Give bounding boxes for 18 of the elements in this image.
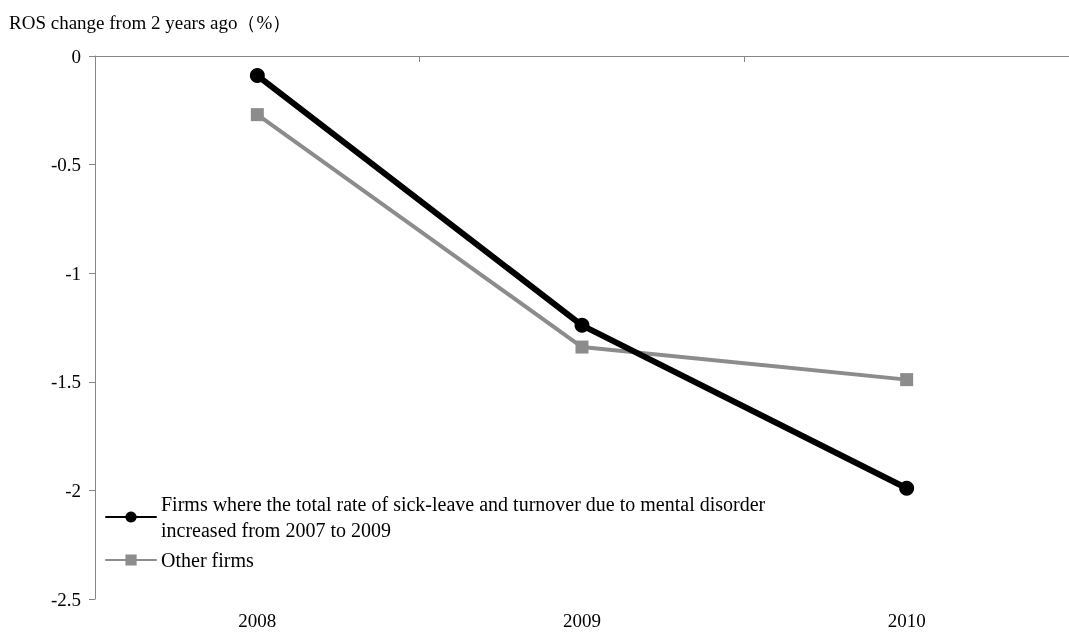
y-tick-label: -1.5: [50, 371, 81, 393]
point: [574, 317, 590, 333]
y-tick-label: -0.5: [50, 154, 81, 176]
x-tick-label: 2008: [238, 610, 277, 631]
y-tick-label: -2: [65, 479, 81, 501]
y-tick-label: -2.5: [50, 588, 81, 610]
point: [250, 108, 264, 122]
y-axis-title: ROS change from 2 years ago（%）: [9, 12, 292, 33]
y-tick-label: 0: [71, 45, 81, 67]
point: [900, 373, 914, 387]
x-tick-label: 2009: [563, 610, 601, 631]
point: [899, 480, 915, 496]
point: [575, 340, 589, 354]
legend-label: Other firms: [161, 549, 254, 571]
point: [249, 68, 265, 84]
x-tick-label: 2010: [887, 610, 926, 631]
legend-label: Firms where the total rate of sick-leave and turnover due to mental disorder increased from 2007 to 2009: [161, 493, 771, 541]
y-tick-label: -1: [65, 262, 81, 284]
